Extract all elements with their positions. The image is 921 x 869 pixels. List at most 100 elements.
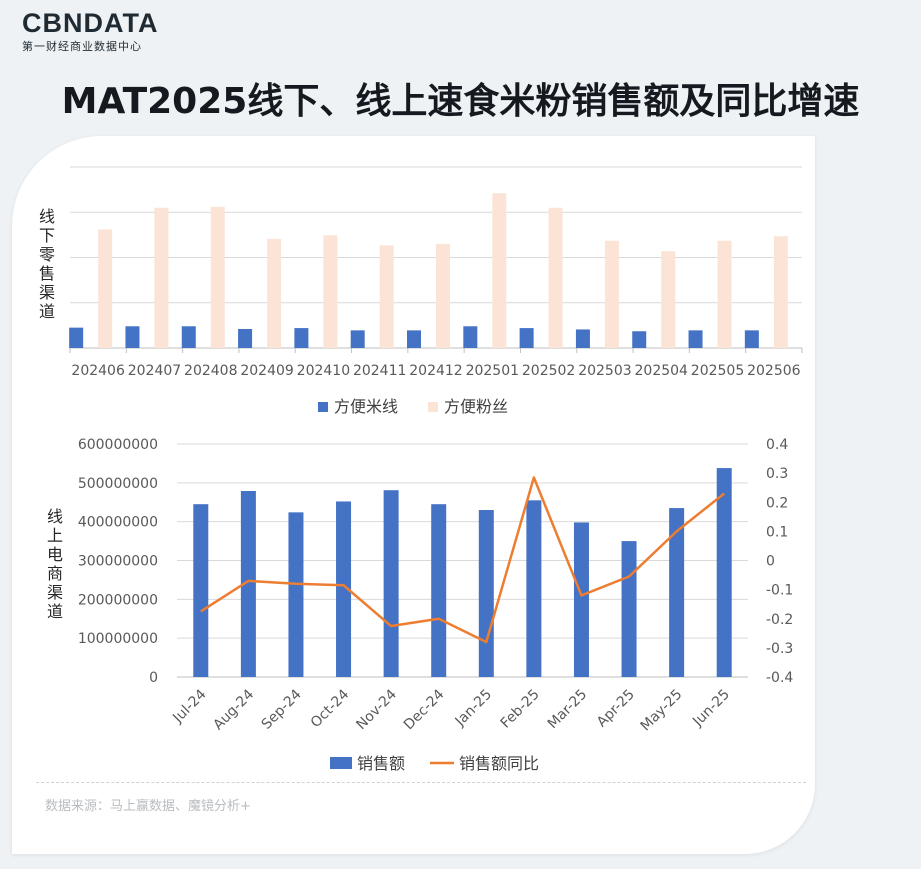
bar-fangbian-fensi	[379, 245, 394, 348]
legend-label: 方便米线	[334, 397, 398, 416]
y2-tick-label: -0.1	[766, 583, 793, 599]
x-tick-label: 202409	[240, 363, 293, 379]
y-axis-label-char: 零	[39, 245, 55, 264]
y-axis-label-char: 上	[47, 526, 63, 545]
x-tick-label: May-25	[638, 687, 686, 735]
bar-fangbian-fensi	[604, 240, 619, 348]
legend-swatch-peach	[428, 402, 438, 412]
y-tick-label: 500000000	[78, 476, 158, 492]
bar-sales	[336, 501, 352, 677]
x-tick-label: Nov-24	[353, 686, 400, 733]
bar-fangbian-mixian	[125, 326, 140, 348]
y-tick-label: 200000000	[78, 592, 158, 608]
y-axis-label-char: 售	[39, 264, 55, 283]
bar-fangbian-fensi	[267, 238, 282, 348]
y2-tick-label: 0.4	[766, 437, 788, 453]
x-tick-label: 202412	[409, 363, 462, 379]
legend-swatch-blue	[330, 757, 352, 769]
bar-fangbian-fensi	[210, 206, 225, 348]
x-tick-label: 202505	[691, 363, 744, 379]
bar-fangbian-fensi	[661, 251, 676, 348]
bar-fangbian-fensi	[492, 193, 507, 348]
y-axis-label-char: 线	[47, 507, 63, 526]
x-tick-label: Dec-24	[401, 686, 448, 733]
x-tick-label: Mar-25	[545, 687, 591, 733]
x-tick-label: 202506	[747, 363, 801, 379]
y2-tick-label: -0.3	[766, 641, 793, 657]
bar-fangbian-mixian	[69, 327, 84, 348]
line-sales-yoy	[200, 476, 725, 644]
y2-tick-label: -0.2	[766, 612, 793, 628]
bar-fangbian-mixian	[519, 328, 534, 348]
bar-sales	[383, 490, 399, 677]
x-tick-label: 202501	[466, 363, 519, 379]
bar-fangbian-mixian	[238, 328, 253, 348]
x-tick-label: Feb-25	[498, 687, 543, 732]
x-tick-label: 202406	[71, 363, 125, 379]
x-tick-label: 202503	[578, 363, 631, 379]
y-axis-label-char: 道	[39, 302, 55, 321]
y-axis-label-char: 渠	[39, 283, 55, 302]
x-tick-label: Jun-25	[689, 687, 733, 731]
x-tick-label: 202504	[635, 363, 689, 379]
y-axis-label-char: 道	[47, 602, 63, 621]
y2-tick-label: 0.2	[766, 495, 788, 511]
bar-fangbian-fensi	[773, 236, 788, 348]
y-tick-label: 300000000	[78, 554, 158, 570]
y-axis-label-char: 商	[47, 564, 63, 583]
bar-sales	[669, 508, 685, 677]
y-axis-label-char: 渠	[47, 583, 63, 602]
bar-fangbian-mixian	[688, 330, 703, 348]
x-tick-label: 202410	[297, 363, 350, 379]
bar-sales	[573, 522, 589, 677]
bar-sales	[716, 468, 732, 677]
y-tick-label: 0	[149, 670, 158, 686]
x-tick-label: Aug-24	[210, 686, 257, 733]
bar-sales	[431, 504, 447, 677]
legend-label: 销售额	[357, 754, 405, 773]
x-tick-label: Jul-24	[169, 686, 209, 726]
x-tick-label: Oct-24	[308, 686, 353, 731]
bar-sales	[288, 512, 304, 677]
bar-fangbian-mixian	[744, 330, 759, 348]
y-axis-label-char: 线	[39, 207, 55, 226]
y2-tick-label: 0.3	[766, 466, 788, 482]
x-tick-label: 202407	[128, 363, 181, 379]
legend-swatch-blue	[318, 402, 328, 412]
brand-logo: CBNDATA 第一财经商业数据中心	[22, 8, 158, 54]
y2-tick-label: 0.1	[766, 524, 788, 540]
chart-card	[12, 136, 815, 854]
bar-fangbian-mixian	[575, 329, 590, 348]
x-tick-label: 202411	[353, 363, 406, 379]
bar-sales	[621, 541, 637, 677]
y-axis-label-char: 下	[39, 226, 55, 245]
y2-tick-label: 0	[766, 554, 775, 570]
logo-subtitle: 第一财经商业数据中心	[22, 40, 142, 53]
legend-label: 方便粉丝	[444, 397, 508, 416]
bar-fangbian-fensi	[548, 207, 563, 348]
y-tick-label: 100000000	[78, 631, 158, 647]
bar-fangbian-fensi	[717, 240, 732, 348]
bar-fangbian-mixian	[632, 331, 647, 348]
bar-fangbian-mixian	[181, 326, 196, 348]
x-tick-label: Sep-24	[259, 686, 305, 732]
bar-fangbian-mixian	[294, 328, 309, 348]
bar-fangbian-mixian	[463, 326, 478, 348]
x-tick-label: Apr-25	[594, 687, 638, 731]
bar-fangbian-mixian	[407, 330, 421, 348]
bar-sales	[478, 510, 494, 677]
bar-sales	[526, 500, 542, 677]
bar-sales	[193, 504, 209, 677]
x-tick-label: Jan-25	[452, 687, 495, 730]
y-tick-label: 600000000	[78, 437, 158, 453]
bar-fangbian-mixian	[350, 330, 365, 348]
legend-label: 销售额同比	[459, 754, 539, 773]
logo-text: CBNDATA	[22, 8, 159, 38]
x-tick-label: 202502	[522, 363, 575, 379]
x-tick-label: 202408	[184, 363, 237, 379]
y-axis-label-char: 电	[47, 545, 63, 564]
y-tick-label: 400000000	[78, 515, 158, 531]
divider	[36, 782, 806, 783]
y2-tick-label: -0.4	[766, 670, 793, 686]
